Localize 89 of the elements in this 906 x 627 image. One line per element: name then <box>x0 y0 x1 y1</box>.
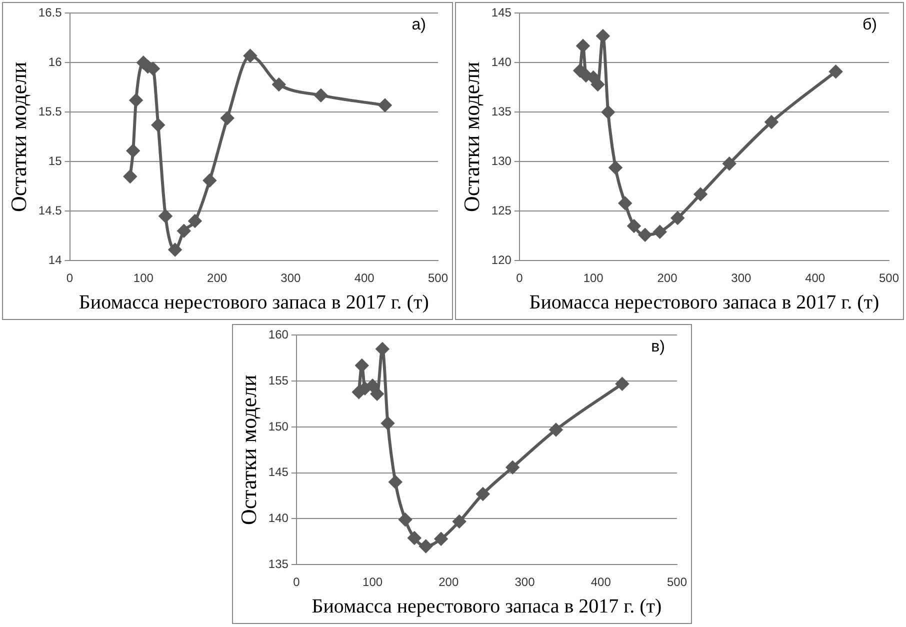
point <box>159 210 172 223</box>
point <box>168 243 182 256</box>
point <box>366 379 380 392</box>
annotation: а) <box>412 16 426 34</box>
point <box>408 531 421 544</box>
point <box>618 196 632 210</box>
point <box>130 94 143 107</box>
y-tick-label: 145 <box>268 465 289 480</box>
point <box>638 228 652 242</box>
y-tick-label: 145 <box>491 6 512 20</box>
y-tick-label: 140 <box>491 54 512 69</box>
x-tick-label: 400 <box>354 271 375 286</box>
point <box>220 112 234 125</box>
point <box>829 65 842 78</box>
point <box>452 514 466 528</box>
x-tick-label: 100 <box>583 271 604 286</box>
point <box>244 49 257 62</box>
point <box>376 342 389 356</box>
y-tick-label: 130 <box>491 154 512 168</box>
annotation: в) <box>651 338 665 356</box>
y-tick-label: 16.5 <box>38 6 62 20</box>
point <box>378 98 392 112</box>
point <box>177 224 190 238</box>
x-tick-label: 500 <box>428 271 448 286</box>
x-tick-label: 400 <box>805 271 826 286</box>
point <box>152 118 165 132</box>
point <box>476 487 490 500</box>
y-axis-title: Остатки модели <box>458 62 484 212</box>
x-tick-label: 200 <box>207 271 228 286</box>
point <box>586 71 600 84</box>
x-tick-label: 300 <box>280 271 302 286</box>
y-axis-title: Остатки модели <box>6 62 31 212</box>
y-tick-label: 14.5 <box>38 203 62 218</box>
y-tick-label: 135 <box>268 556 289 571</box>
point <box>203 174 216 187</box>
point <box>627 219 640 232</box>
y-tick-label: 150 <box>268 419 289 434</box>
point <box>694 188 708 201</box>
x-tick-label: 200 <box>438 575 459 590</box>
y-tick-label: 15 <box>48 154 62 168</box>
point <box>188 214 202 228</box>
point <box>272 78 286 91</box>
x-tick-label: 0 <box>516 271 524 286</box>
point <box>764 116 778 129</box>
point <box>355 358 368 372</box>
point <box>419 540 432 553</box>
point <box>314 88 328 102</box>
y-tick-label: 120 <box>491 252 512 267</box>
x-tick-label: 100 <box>133 271 154 286</box>
x-axis-title: Биомасса нерестового запаса в 2017 г. (т) <box>312 595 662 618</box>
y-tick-label: 125 <box>491 203 512 218</box>
x-tick-label: 500 <box>878 271 900 286</box>
point <box>434 532 448 546</box>
y-tick-label: 160 <box>268 328 289 342</box>
point <box>549 423 562 436</box>
point <box>506 460 520 474</box>
y-tick-label: 15.5 <box>38 104 62 118</box>
x-axis-title: Биомасса нерестового запаса в 2017 г. (т) <box>78 291 429 314</box>
point <box>609 161 622 174</box>
point <box>381 416 394 430</box>
point <box>596 29 610 42</box>
point <box>576 39 590 52</box>
y-tick-label: 16 <box>48 54 62 69</box>
point <box>388 476 402 489</box>
point <box>653 225 666 238</box>
x-tick-label: 200 <box>657 271 678 286</box>
point <box>124 170 137 183</box>
annotation: б) <box>862 16 877 34</box>
point <box>370 387 384 400</box>
x-tick-label: 300 <box>731 271 752 286</box>
y-axis-title: Остатки модели <box>236 374 261 526</box>
x-tick-label: 0 <box>293 575 300 590</box>
y-tick-label: 140 <box>268 511 289 526</box>
x-tick-label: 0 <box>66 271 74 286</box>
x-axis-title: Биомасса нерестового запаса в 2017 г. (т) <box>529 291 880 314</box>
x-tick-label: 500 <box>666 575 688 590</box>
y-tick-label: 155 <box>268 373 289 388</box>
y-tick-label: 135 <box>491 104 512 118</box>
x-tick-label: 400 <box>590 575 612 590</box>
point <box>616 377 629 390</box>
point <box>671 212 684 225</box>
x-tick-label: 100 <box>362 575 383 590</box>
y-tick-label: 14 <box>48 252 62 267</box>
point <box>722 157 736 170</box>
point <box>126 144 140 158</box>
point <box>591 78 604 91</box>
point <box>398 513 412 526</box>
x-tick-label: 300 <box>514 575 536 590</box>
point <box>602 106 615 119</box>
